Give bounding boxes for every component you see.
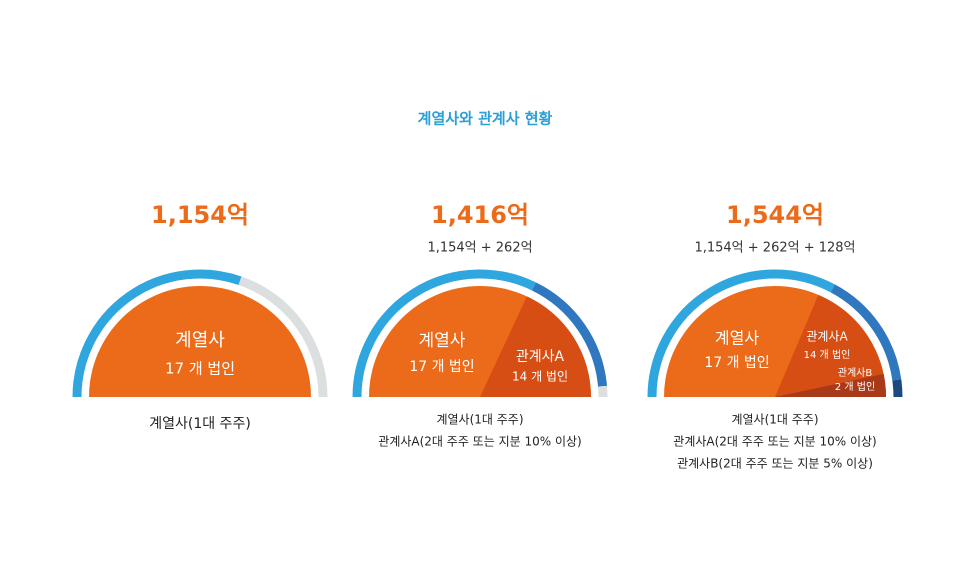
segment-count: 17 개 법인 xyxy=(165,360,235,378)
wedge xyxy=(775,373,886,397)
formula: 1,154억 + 262억 xyxy=(427,241,532,256)
segment-count: 2 개 법인 xyxy=(835,381,875,393)
segment-name: 계열사 xyxy=(715,329,759,348)
caption: 계열사(1대 주주) xyxy=(731,413,818,427)
segment-name: 관계사A xyxy=(516,349,565,365)
ring-segment xyxy=(647,269,835,398)
segment-count: 14 개 법인 xyxy=(512,370,568,384)
segment-count: 17 개 법인 xyxy=(704,355,769,371)
caption: 계열사(1대 주주) xyxy=(436,413,523,427)
ring-segment xyxy=(352,269,536,398)
title: 계열사와 관계사 현황 xyxy=(418,110,553,128)
wedge xyxy=(775,294,886,397)
caption: 관계사A(2대 주주 또는 지분 10% 이상) xyxy=(673,435,876,449)
segment-count: 14 개 법인 xyxy=(804,349,851,361)
segment-name: 관계사B xyxy=(838,367,873,379)
formula: 1,154억 + 262억 + 128억 xyxy=(694,241,855,256)
caption: 계열사(1대 주주) xyxy=(149,416,251,432)
ring-segment xyxy=(531,282,608,387)
segment-name: 계열사 xyxy=(175,330,225,351)
segment-name: 계열사 xyxy=(419,331,466,351)
total: 1,544억 xyxy=(726,201,824,229)
caption: 관계사A(2대 주주 또는 지분 10% 이상) xyxy=(378,435,581,449)
ring-segment xyxy=(830,284,902,381)
wedge xyxy=(89,286,311,397)
segment-name: 관계사A xyxy=(806,330,848,344)
total: 1,154억 xyxy=(151,201,249,229)
caption: 관계사B(2대 주주 또는 지분 5% 이상) xyxy=(677,457,873,471)
total: 1,416억 xyxy=(431,201,529,229)
ring-segment xyxy=(238,276,328,398)
ring-segment xyxy=(892,379,903,398)
wedge xyxy=(480,296,591,397)
segment-count: 17 개 법인 xyxy=(409,359,474,375)
ring-segment xyxy=(72,269,242,398)
